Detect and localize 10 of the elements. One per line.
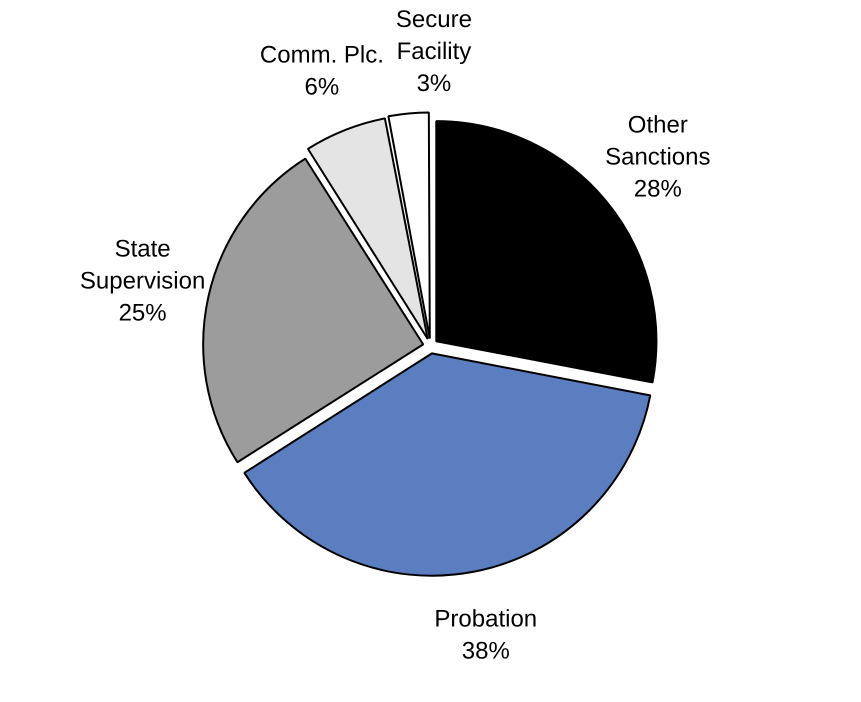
data-label: 6% xyxy=(304,73,340,100)
data-label: 25% xyxy=(118,299,167,326)
data-label: 38% xyxy=(462,637,510,664)
slice-label: Comm. Plc. xyxy=(260,41,384,68)
slice-label: Probation xyxy=(434,605,538,632)
slice-label: Other Sanctions xyxy=(605,112,711,171)
slice-label: Secure Facility xyxy=(396,6,472,65)
data-label: 3% xyxy=(416,70,452,97)
data-label: 28% xyxy=(634,176,682,203)
slice-label: State Supervision xyxy=(80,235,206,294)
